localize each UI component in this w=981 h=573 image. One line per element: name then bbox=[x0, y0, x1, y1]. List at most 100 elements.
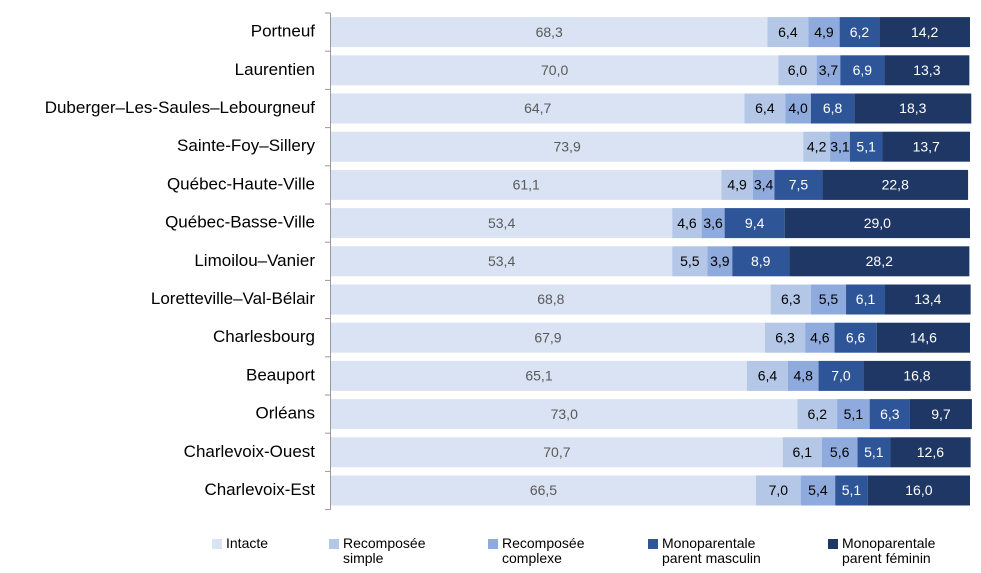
legend-label: Recomposée complexe bbox=[502, 535, 585, 566]
value-label: 5,5 bbox=[680, 253, 700, 269]
value-label: 6,6 bbox=[846, 329, 866, 345]
bar-segment bbox=[752, 169, 775, 200]
bar-segment bbox=[800, 475, 836, 506]
value-label: 6,0 bbox=[788, 62, 808, 78]
value-label: 6,3 bbox=[880, 406, 900, 422]
value-label: 6,4 bbox=[755, 100, 775, 116]
bar-segment bbox=[770, 284, 811, 315]
value-label: 4,2 bbox=[807, 138, 827, 154]
value-label: 73,0 bbox=[551, 406, 578, 422]
value-label: 8,9 bbox=[751, 253, 771, 269]
value-label: 6,4 bbox=[758, 368, 778, 384]
value-label: 68,3 bbox=[536, 24, 563, 40]
value-label: 5,6 bbox=[830, 444, 850, 460]
value-label: 7,0 bbox=[831, 368, 851, 384]
category-label: Orléans bbox=[255, 404, 315, 423]
bar-segment bbox=[331, 131, 804, 162]
value-label: 13,3 bbox=[913, 62, 940, 78]
legend-item: Recomposée complexe bbox=[488, 536, 587, 566]
value-label: 3,7 bbox=[819, 62, 839, 78]
bar-segment bbox=[672, 208, 702, 239]
value-label: 68,8 bbox=[537, 291, 564, 307]
legend: Intacte Recomposée simple Recomposée compl… bbox=[0, 536, 981, 573]
bar-segment bbox=[774, 169, 823, 200]
value-label: 65,1 bbox=[525, 368, 552, 384]
category-label: Québec-Haute-Ville bbox=[167, 174, 315, 193]
bar-segment bbox=[331, 322, 765, 353]
bar-segment bbox=[879, 17, 970, 48]
bar-segment bbox=[846, 284, 886, 315]
bar-segment bbox=[863, 360, 971, 391]
bar-segment bbox=[784, 208, 970, 239]
category-label: Charlevoix-Est bbox=[204, 480, 315, 499]
bar-segment bbox=[707, 246, 733, 277]
value-label: 5,1 bbox=[864, 444, 884, 460]
bar-segment bbox=[830, 131, 850, 162]
bar-segment bbox=[331, 284, 771, 315]
value-label: 3,6 bbox=[703, 215, 723, 231]
value-label: 6,2 bbox=[808, 406, 828, 422]
value-label: 5,1 bbox=[844, 406, 864, 422]
value-label: 3,9 bbox=[710, 253, 730, 269]
bar-segment bbox=[876, 322, 970, 353]
bar-segment bbox=[869, 399, 910, 430]
category-label: Loretteville–Val-Bélair bbox=[151, 289, 315, 308]
value-label: 73,9 bbox=[553, 138, 580, 154]
chart: Portneuf 68,3 6,4 4,9 6,2 14,2 Laurentien 70,0 6… bbox=[45, 12, 972, 511]
bar-segment bbox=[909, 399, 972, 430]
value-label: 13,4 bbox=[914, 291, 941, 307]
bar-segment bbox=[822, 169, 969, 200]
value-label: 4,6 bbox=[810, 329, 830, 345]
bar-segment bbox=[755, 475, 801, 506]
bar-segment bbox=[331, 437, 783, 468]
value-label: 70,0 bbox=[541, 62, 568, 78]
value-label: 5,1 bbox=[842, 482, 862, 498]
value-label: 3,1 bbox=[830, 138, 850, 154]
value-label: 14,2 bbox=[911, 24, 938, 40]
bar-segment bbox=[837, 399, 870, 430]
value-label: 9,4 bbox=[745, 215, 765, 231]
category-label: Sainte-Foy–Sillery bbox=[177, 136, 315, 155]
bar-segment bbox=[746, 360, 788, 391]
value-label: 6,8 bbox=[823, 100, 843, 116]
bar-segment bbox=[331, 399, 798, 430]
value-label: 28,2 bbox=[866, 253, 893, 269]
bar-segment bbox=[834, 322, 877, 353]
bar-segment bbox=[331, 93, 745, 124]
value-label: 6,9 bbox=[853, 62, 873, 78]
bar-segment bbox=[808, 17, 840, 48]
bar-segment bbox=[805, 322, 835, 353]
bar-segment bbox=[835, 475, 868, 506]
value-label: 22,8 bbox=[882, 177, 909, 193]
bar-segment bbox=[672, 246, 708, 277]
value-label: 67,9 bbox=[534, 329, 561, 345]
value-label: 3,4 bbox=[754, 177, 774, 193]
value-label: 4,9 bbox=[814, 24, 834, 40]
bar-segment bbox=[882, 131, 970, 162]
value-label: 64,7 bbox=[524, 100, 551, 116]
bar-segment bbox=[810, 284, 847, 315]
value-label: 16,8 bbox=[903, 368, 930, 384]
legend-swatch bbox=[488, 539, 498, 549]
value-label: 5,4 bbox=[808, 482, 828, 498]
bar-segment bbox=[816, 55, 841, 86]
legend-swatch bbox=[212, 539, 222, 549]
value-label: 7,5 bbox=[789, 177, 809, 193]
value-label: 4,6 bbox=[677, 215, 697, 231]
bar-segment bbox=[885, 284, 971, 315]
legend-label: Recomposée simple bbox=[343, 535, 426, 566]
legend-label: Intacte bbox=[226, 535, 269, 551]
bar-segment bbox=[331, 17, 768, 48]
category-label: Charlevoix-Ouest bbox=[184, 442, 316, 461]
value-label: 6,4 bbox=[778, 24, 798, 40]
bar-segment bbox=[818, 360, 864, 391]
legend-item: Monoparentale parent masculin bbox=[648, 536, 772, 566]
bar-segment bbox=[867, 475, 970, 506]
legend-swatch bbox=[828, 539, 838, 549]
bar-segment bbox=[854, 93, 972, 124]
bar-segment bbox=[821, 437, 858, 468]
bar-segment bbox=[840, 55, 885, 86]
legend-item: Monoparentale parent féminin bbox=[828, 536, 952, 566]
category-label: Laurentien bbox=[235, 60, 315, 79]
value-label: 5,5 bbox=[819, 291, 839, 307]
